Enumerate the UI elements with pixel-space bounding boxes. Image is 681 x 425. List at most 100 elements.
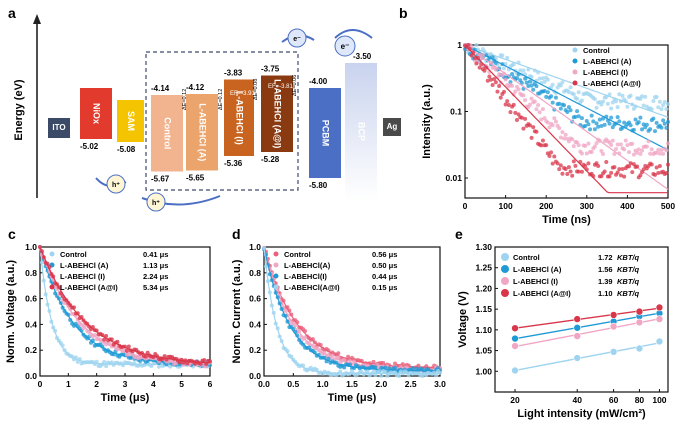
- panel-b-l-abehcl-a-i-point: [469, 53, 474, 58]
- panel-b-l-abehcl-i-point: [610, 138, 615, 143]
- panel-d-l-abehcl-a-i-point: [379, 373, 384, 378]
- perovskite-box: [145, 51, 299, 191]
- panel-d-xtick-label: 0.5: [287, 379, 299, 389]
- panel-b-l-abehcl-i-point: [648, 151, 653, 156]
- panel-c-l-abehcl-a-i-lifetime-value: 5.34 μs: [143, 283, 168, 292]
- panel-b-l-abehcl-i-point: [511, 92, 516, 97]
- panel-e-xtick-label: 80: [635, 395, 645, 405]
- panel-d-xtick-label: 1.5: [346, 379, 358, 389]
- panel-b-ylabel: Intensity (a.u.): [421, 84, 433, 159]
- panel-b-l-abehcl-a-i-point: [622, 174, 627, 179]
- panel-b-control-point: [651, 98, 656, 103]
- panel-b-l-abehcl-a-i-point: [618, 173, 623, 178]
- panel-b-l-abehcl-a-i-point: [570, 173, 575, 178]
- panel-b-l-abehcl-a-i-fit-line: [464, 44, 668, 194]
- layer-l-abehcl-a-i-bottom-value: -5.28: [261, 155, 280, 164]
- panel-e-l-abehcl-i-point: [609, 322, 618, 331]
- panel-b-l-abehcl-a-i-point: [474, 61, 479, 66]
- panel-b-xtick-label: 500: [661, 201, 675, 211]
- panel-b-l-abehcl-a-point: [654, 120, 659, 125]
- panel-b-l-abehcl-a-i-point: [495, 89, 500, 94]
- panel-d-l-abehcl-a-point: [336, 355, 341, 360]
- panel-b-trpl: b 0 100 200 300 400 500 0.01 0.1 1 Time (ns) Inten…: [399, 5, 675, 226]
- panel-d-l-abehcl-a-i-lifetime-value: 0.15 μs: [372, 283, 397, 292]
- panel-c-control-legend-label: Control: [60, 250, 87, 259]
- panel-b-l-abehcl-a-point: [648, 127, 653, 132]
- panel-d-ytick-label: 1.0: [249, 242, 261, 252]
- panel-b-l-abehcl-a-point: [617, 119, 622, 124]
- panel-e-l-abehcl-a-i-point: [609, 311, 618, 319]
- panel-c-l-abehcl-a-i-point: [102, 337, 107, 342]
- panel-b-l-abehcl-i-point: [552, 116, 557, 121]
- panel-e-xtick-label: 100: [652, 395, 666, 405]
- panel-e-l-abehcl-a-point: [573, 323, 582, 332]
- panel-d-l-abehcl-i-legend-label: L-ABEHCl(I): [284, 272, 327, 281]
- panel-b-l-abehcl-a-point: [609, 115, 614, 120]
- panel-d-control-legend-marker: [273, 251, 279, 257]
- panel-b-l-abehcl-i-point: [529, 96, 534, 101]
- panel-b-label: b: [399, 5, 408, 21]
- panel-e-control-legend-marker: [501, 253, 509, 261]
- panel-c-ytick-label: 0.2: [25, 345, 37, 355]
- panel-b-ytick-label: 1: [457, 40, 462, 50]
- panel-e-xtick-label: 40: [572, 395, 582, 405]
- panel-b-l-abehcl-i-point: [636, 147, 641, 152]
- panel-b-l-abehcl-i-point: [640, 148, 645, 153]
- panel-e-l-abehcl-i-fit-line: [514, 318, 660, 348]
- layer-l-abehcl-i-label: L-ABEHCl (I): [235, 91, 245, 145]
- panel-c-l-abehcl-a-i-legend-marker: [49, 284, 55, 290]
- panel-c-label: c: [8, 226, 16, 242]
- panel-c-l-abehcl-a-i-point: [126, 344, 131, 349]
- panel-b-l-abehcl-a-point: [549, 94, 554, 99]
- layer-control-label: Control: [163, 117, 173, 149]
- panel-b-control-point: [566, 90, 571, 95]
- panel-a-ylabel: Energy (eV): [13, 79, 25, 140]
- panel-d-l-abehcl-a-i-fit-line: [263, 246, 440, 374]
- panel-b-l-abehcl-a-i-point: [573, 163, 578, 168]
- electron-label-2: e⁻: [341, 42, 350, 51]
- panel-d-control-point: [371, 359, 376, 364]
- panel-b-control-point: [594, 105, 599, 110]
- panel-d-xtick-label: 1.0: [317, 379, 329, 389]
- panel-b-l-abehcl-i-point: [503, 77, 508, 82]
- panel-e-l-abehcl-i-point: [511, 342, 519, 350]
- panel-b-l-abehcl-i-point: [557, 126, 562, 131]
- panel-b-control-point: [568, 85, 573, 90]
- panel-b-l-abehcl-a-i-point: [511, 102, 516, 107]
- panel-a-energy-diagram: a Energy (eV) ITO NiOx -5.02 SAM -5.08 Contro…: [8, 5, 401, 212]
- panel-c-control-lifetime-value: 0.41 μs: [143, 250, 168, 259]
- panel-c-l-abehcl-a-i-point: [162, 354, 167, 359]
- panel-b-control-point: [605, 101, 610, 106]
- panel-b-l-abehcl-i-point: [521, 93, 526, 98]
- panel-d-l-abehcl-a-i-point: [377, 369, 382, 374]
- panel-b-l-abehcl-i-point: [612, 151, 617, 156]
- delta-e-2: ΔE=0.12: [218, 89, 224, 110]
- panel-b-l-abehcl-a-i-point: [566, 165, 571, 170]
- panel-b-l-abehcl-i-point: [497, 72, 502, 77]
- panel-b-l-abehcl-i-point: [586, 141, 591, 146]
- panel-b-control-point: [649, 107, 654, 112]
- panel-b-l-abehcl-i-point: [599, 148, 604, 153]
- panel-e-control-fit-line: [514, 342, 660, 372]
- panel-b-l-abehcl-a-point: [534, 84, 539, 89]
- panel-b-l-abehcl-a-i-point: [635, 164, 640, 169]
- panel-c-l-abehcl-a-i-legend-label: L-ABEHCl (A@I): [60, 283, 118, 292]
- panel-b-l-abehcl-a-i-point: [550, 161, 555, 166]
- panel-b-l-abehcl-a-point: [594, 121, 599, 126]
- panel-b-control-point: [601, 99, 606, 104]
- panel-b-l-abehcl-i-point: [493, 67, 498, 72]
- panel-e-control-ideality-unit: KBT/q: [617, 253, 639, 262]
- panel-b-l-abehcl-i-point: [654, 150, 659, 155]
- panel-b-l-abehcl-a-i-point: [630, 170, 635, 175]
- panel-b-l-abehcl-i-point: [638, 152, 643, 157]
- panel-b-l-abehcl-a-i-point: [488, 77, 493, 82]
- panel-b-l-abehcl-a-legend-label: L-ABEHCl (A): [583, 57, 632, 66]
- panel-b-l-abehcl-i-point: [532, 99, 537, 104]
- delta-e-1: ΔE=0.12: [182, 89, 188, 110]
- panel-e-voc-light: e 20 40 60 80 100 1.00 1.05 1.10 1.15 1.20 1.25 1.3…: [455, 226, 669, 420]
- panel-b-l-abehcl-i-point: [609, 142, 614, 147]
- panel-b-l-abehcl-a-i-point: [467, 46, 472, 51]
- panel-d-l-abehcl-a-i-legend-label: L-ABEHCl(A@I): [284, 283, 340, 292]
- panel-b-control-point: [555, 85, 560, 90]
